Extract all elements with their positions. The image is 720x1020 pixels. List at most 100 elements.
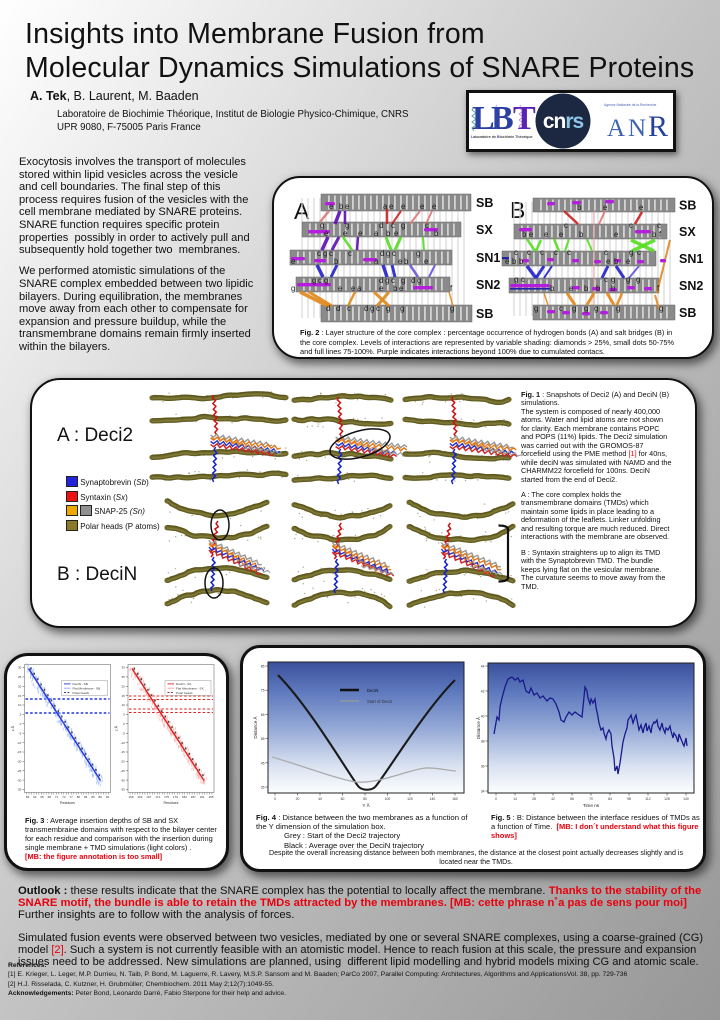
svg-text:b: b [596,284,601,293]
svg-text:14: 14 [513,797,517,801]
svg-text:e: e [606,257,610,266]
svg-text:g: g [636,275,640,284]
svg-text:112: 112 [645,797,651,801]
svg-text:126: 126 [664,797,670,801]
svg-text:DeciN: DeciN [367,688,378,693]
svg-text:10: 10 [121,703,125,707]
svg-text:g: g [417,276,421,285]
svg-text:Residues: Residues [164,801,179,805]
svg-text:c: c [391,276,395,285]
svg-text:c: c [376,304,380,313]
svg-text:d: d [364,304,368,313]
svg-text:a: a [374,257,379,266]
svg-text:195: 195 [208,795,213,799]
svg-text:98: 98 [627,797,631,801]
svg-text:e: e [529,230,533,239]
svg-text:15: 15 [18,694,22,698]
svg-text:L: L [472,100,495,137]
svg-text:SN1: SN1 [679,252,703,266]
svg-text:20: 20 [18,685,22,689]
svg-text:g: g [629,248,633,257]
svg-text:g: g [514,275,518,284]
svg-text:34: 34 [481,790,485,794]
svg-text:0: 0 [123,722,125,726]
svg-text:28: 28 [532,797,536,801]
svg-text:e: e [291,257,295,266]
svg-text:b: b [512,257,517,266]
svg-text:-5: -5 [122,731,125,735]
svg-text:e: e [420,202,424,211]
svg-text:g: g [616,304,620,313]
svg-text:191: 191 [200,795,205,799]
svg-text:70: 70 [589,797,593,801]
svg-text:Flat Membrane - SX: Flat Membrane - SX [176,687,204,691]
svg-text:e: e [351,284,355,293]
svg-text:SN2: SN2 [476,278,500,292]
svg-text:g: g [291,284,295,293]
svg-text:Distance Å: Distance Å [252,715,258,738]
svg-text:187: 187 [191,795,196,799]
svg-text:175: 175 [164,795,169,799]
svg-text:e: e [324,229,328,238]
svg-text:e: e [345,202,349,211]
svg-text:56: 56 [570,797,574,801]
svg-text:-35: -35 [120,788,125,792]
svg-text:71: 71 [55,795,59,799]
svg-text:SX: SX [476,223,493,237]
svg-text:-20: -20 [120,760,125,764]
svg-text:b: b [579,230,584,239]
svg-text:b: b [393,284,398,293]
svg-text:Distance Å: Distance Å [475,716,481,739]
svg-text:b: b [404,257,409,266]
svg-text:89: 89 [99,795,103,799]
svg-text:SB: SB [476,307,493,321]
svg-text:84: 84 [608,797,612,801]
svg-text:b: b [652,230,657,239]
svg-text:80: 80 [363,797,367,801]
svg-text:e: e [399,284,403,293]
svg-text:100: 100 [385,797,391,801]
svg-text:c: c [317,249,321,258]
svg-text:B: B [491,100,514,137]
svg-text:c: c [559,304,563,313]
svg-text:g: g [323,249,327,258]
svg-text:b: b [522,230,527,239]
svg-text:20: 20 [121,685,125,689]
svg-text:b: b [434,229,439,238]
svg-text:SN2: SN2 [679,279,703,293]
svg-text:b: b [386,229,391,238]
svg-text:62: 62 [33,795,37,799]
svg-text:Laboratoire de Biochimie Théor: Laboratoire de Biochimie Théorique [471,135,533,139]
svg-text:e: e [398,257,402,266]
svg-text:c: c [540,248,544,257]
svg-text:R: R [648,110,668,143]
svg-text:d: d [411,276,415,285]
svg-text:DeciN - SB: DeciN - SB [73,682,88,686]
svg-text:35: 35 [261,786,265,790]
svg-text:Polar heads: Polar heads [73,691,90,695]
svg-text:-35: -35 [17,788,22,792]
svg-text:g: g [324,276,328,285]
svg-text:44: 44 [481,665,485,669]
svg-text:25: 25 [121,675,125,679]
svg-text:160: 160 [452,797,458,801]
svg-text:30: 30 [18,666,22,670]
svg-text:140: 140 [683,797,689,801]
svg-text:a: a [374,229,379,238]
svg-text:b: b [577,203,582,212]
svg-text:5: 5 [123,713,125,717]
svg-text:g: g [386,304,390,313]
svg-text:SX: SX [679,225,696,239]
svg-text:-10: -10 [17,741,22,745]
svg-text:e: e [379,284,383,293]
svg-text:g: g [400,304,404,313]
svg-text:77: 77 [69,795,73,799]
svg-text:183: 183 [182,795,187,799]
svg-text:e: e [394,229,398,238]
svg-text:38: 38 [481,740,485,744]
svg-text:z Å: z Å [10,725,15,731]
svg-text:0: 0 [274,797,276,801]
svg-text:g: g [572,304,576,313]
svg-text:a: a [357,284,362,293]
svg-text:e: e [358,229,362,238]
